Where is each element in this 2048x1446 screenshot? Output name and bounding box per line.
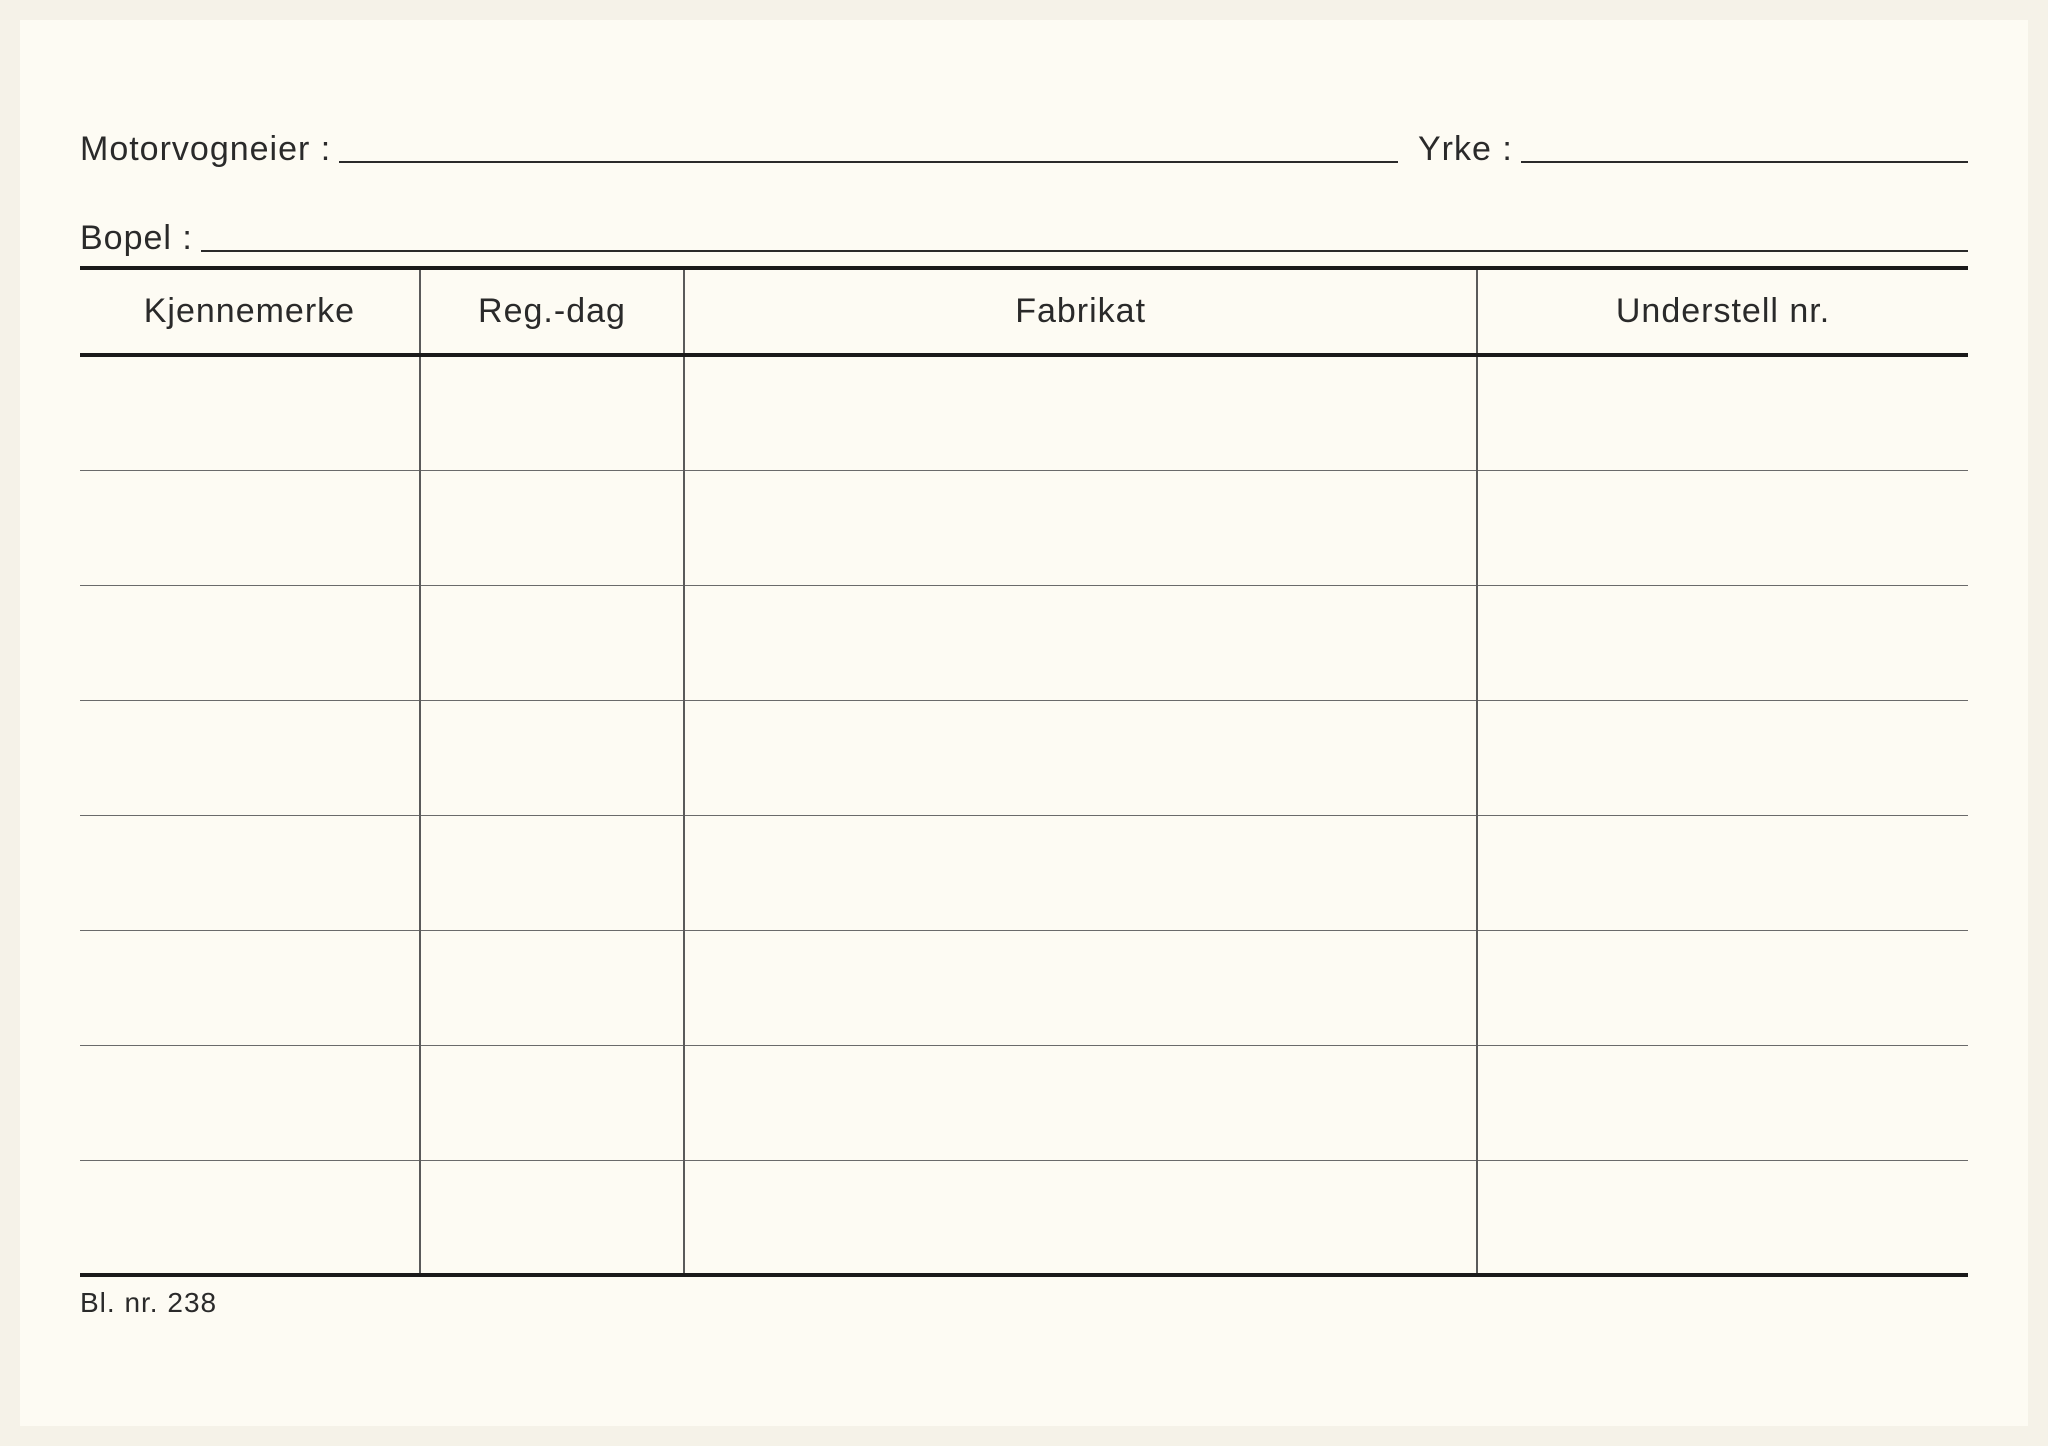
cell-kjennemerke[interactable] xyxy=(80,1045,420,1160)
cell-fabrikat[interactable] xyxy=(684,585,1477,700)
cell-kjennemerke[interactable] xyxy=(80,470,420,585)
table-row xyxy=(80,1045,1968,1160)
cell-fabrikat[interactable] xyxy=(684,355,1477,470)
cell-understell[interactable] xyxy=(1477,585,1968,700)
form-number: Bl. nr. 238 xyxy=(80,1287,1968,1319)
col-header-regdag: Reg.-dag xyxy=(420,268,684,355)
cell-kjennemerke[interactable] xyxy=(80,585,420,700)
cell-regdag[interactable] xyxy=(420,700,684,815)
cell-fabrikat[interactable] xyxy=(684,815,1477,930)
residence-field-row: Bopel : xyxy=(80,219,1968,258)
occupation-label: Yrke : xyxy=(1418,130,1513,169)
cell-regdag[interactable] xyxy=(420,930,684,1045)
cell-kjennemerke[interactable] xyxy=(80,355,420,470)
cell-kjennemerke[interactable] xyxy=(80,1160,420,1275)
owner-label: Motorvogneier : xyxy=(80,130,331,169)
col-header-understell: Understell nr. xyxy=(1477,268,1968,355)
cell-fabrikat[interactable] xyxy=(684,1045,1477,1160)
col-header-kjennemerke: Kjennemerke xyxy=(80,268,420,355)
top-field-row: Motorvogneier : Yrke : xyxy=(80,130,1968,169)
vehicle-table: Kjennemerke Reg.-dag Fabrikat Understell… xyxy=(80,266,1968,1277)
cell-understell[interactable] xyxy=(1477,1045,1968,1160)
table-row xyxy=(80,585,1968,700)
cell-understell[interactable] xyxy=(1477,700,1968,815)
col-header-fabrikat: Fabrikat xyxy=(684,268,1477,355)
cell-regdag[interactable] xyxy=(420,470,684,585)
cell-fabrikat[interactable] xyxy=(684,470,1477,585)
cell-understell[interactable] xyxy=(1477,355,1968,470)
cell-regdag[interactable] xyxy=(420,1160,684,1275)
cell-fabrikat[interactable] xyxy=(684,930,1477,1045)
cell-regdag[interactable] xyxy=(420,1045,684,1160)
occupation-field-group: Yrke : xyxy=(1418,130,1968,169)
cell-kjennemerke[interactable] xyxy=(80,700,420,815)
cell-kjennemerke[interactable] xyxy=(80,930,420,1045)
table-row xyxy=(80,470,1968,585)
residence-label: Bopel : xyxy=(80,219,193,258)
cell-fabrikat[interactable] xyxy=(684,700,1477,815)
residence-input-line[interactable] xyxy=(201,250,1968,252)
cell-understell[interactable] xyxy=(1477,470,1968,585)
occupation-input-line[interactable] xyxy=(1521,161,1968,163)
table-header-row: Kjennemerke Reg.-dag Fabrikat Understell… xyxy=(80,268,1968,355)
cell-understell[interactable] xyxy=(1477,1160,1968,1275)
table-row xyxy=(80,700,1968,815)
table-row xyxy=(80,355,1968,470)
cell-understell[interactable] xyxy=(1477,815,1968,930)
cell-regdag[interactable] xyxy=(420,585,684,700)
vehicle-table-container: Kjennemerke Reg.-dag Fabrikat Understell… xyxy=(80,266,1968,1277)
owner-input-line[interactable] xyxy=(339,161,1398,163)
cell-regdag[interactable] xyxy=(420,355,684,470)
cell-regdag[interactable] xyxy=(420,815,684,930)
cell-kjennemerke[interactable] xyxy=(80,815,420,930)
owner-field-group: Motorvogneier : xyxy=(80,130,1418,169)
table-body xyxy=(80,355,1968,1275)
table-row xyxy=(80,815,1968,930)
cell-fabrikat[interactable] xyxy=(684,1160,1477,1275)
table-row xyxy=(80,1160,1968,1275)
cell-understell[interactable] xyxy=(1477,930,1968,1045)
table-row xyxy=(80,930,1968,1045)
registration-card: Motorvogneier : Yrke : Bopel : Kjennemer… xyxy=(20,20,2028,1426)
